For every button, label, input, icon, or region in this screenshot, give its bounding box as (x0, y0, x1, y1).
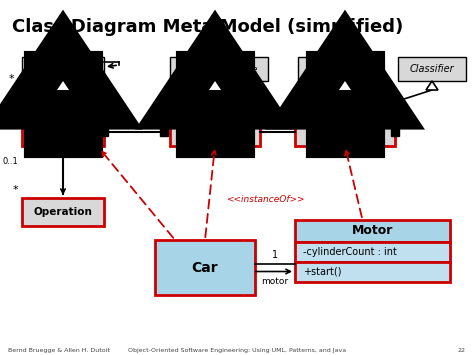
Text: Classifier: Classifier (41, 64, 85, 74)
Text: Relationship: Relationship (308, 64, 368, 74)
Polygon shape (426, 81, 438, 90)
Bar (22, 57, 104, 81)
Text: Property: Property (188, 127, 242, 137)
Text: <<instanceOf>>: <<instanceOf>> (226, 196, 304, 204)
Bar (170, 118, 260, 146)
Text: 0..1: 0..1 (114, 120, 130, 130)
Text: Object-Oriented Software Engineering: Using UML, Patterns, and Java: Object-Oriented Software Engineering: Us… (128, 348, 346, 353)
Text: 0..1: 0..1 (2, 158, 18, 166)
Text: 22: 22 (458, 348, 466, 353)
Text: Class Diagram Meta Model (simplified): Class Diagram Meta Model (simplified) (12, 18, 403, 36)
Bar (170, 57, 268, 81)
Text: 0..1: 0..1 (276, 120, 292, 130)
Polygon shape (57, 81, 69, 90)
Text: *: * (145, 120, 150, 130)
Text: 1: 1 (272, 251, 278, 261)
Bar (22, 118, 104, 146)
Bar (298, 57, 378, 81)
Text: -cylinderCount : int: -cylinderCount : int (303, 247, 397, 257)
Text: Operation: Operation (34, 207, 92, 217)
Bar (398, 57, 466, 81)
Bar (295, 262, 450, 282)
Text: Classifier: Classifier (410, 64, 454, 74)
Text: 2..*: 2..* (263, 120, 278, 130)
Text: Motor: Motor (352, 224, 393, 237)
Bar (22, 198, 104, 226)
Text: motor: motor (262, 277, 289, 286)
Polygon shape (339, 81, 351, 90)
Text: +start(): +start() (303, 267, 341, 277)
Text: Class: Class (46, 127, 79, 137)
Polygon shape (209, 81, 221, 90)
Text: Bernd Bruegge & Allen H. Dutoit: Bernd Bruegge & Allen H. Dutoit (8, 348, 110, 353)
Text: Car: Car (191, 261, 219, 274)
Bar (295, 242, 450, 262)
Bar (155, 240, 255, 295)
Bar (295, 118, 395, 146)
Text: 0..1: 0..1 (27, 120, 43, 130)
Text: *: * (12, 185, 18, 195)
Text: Association: Association (309, 127, 381, 137)
Text: StructuralFeature: StructuralFeature (179, 65, 259, 73)
Text: *: * (9, 74, 14, 84)
Bar (295, 220, 450, 242)
